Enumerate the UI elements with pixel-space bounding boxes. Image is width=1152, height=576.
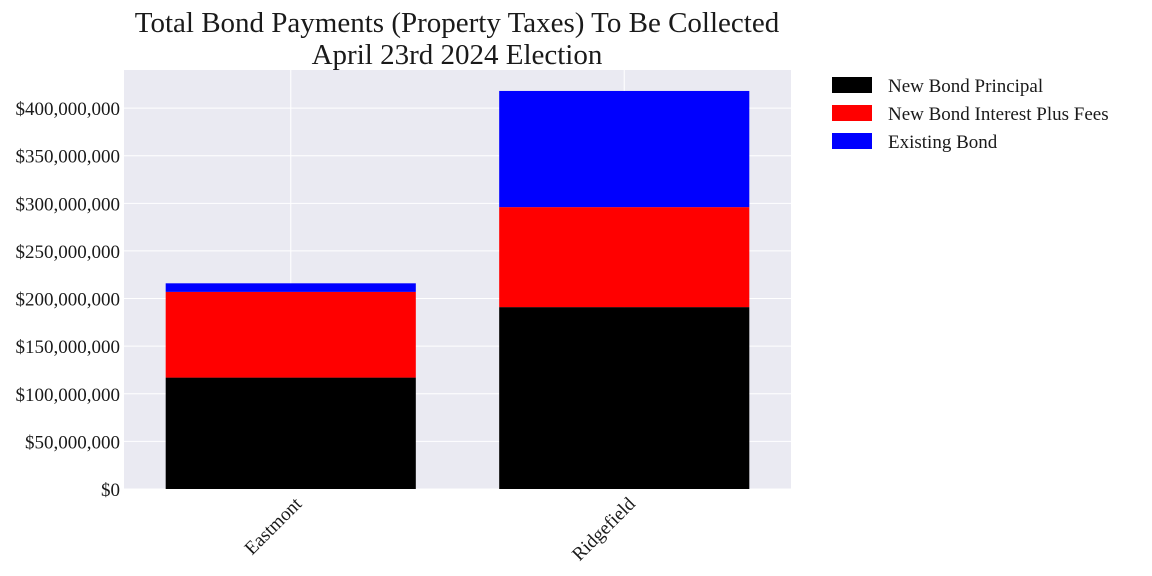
y-tick-label: $250,000,000 [16,242,121,263]
bars-group [165,90,750,489]
y-tick-label: $400,000,000 [16,99,121,120]
bar-ridgefield-series-1 [499,207,750,308]
legend-label: New Bond Principal [888,76,1043,97]
y-tick-label: $300,000,000 [16,194,121,215]
bar-ridgefield-series-0 [499,307,750,489]
x-tick-label: Ridgefield [568,493,640,565]
legend-label: Existing Bond [888,132,998,153]
y-tick-label: $100,000,000 [16,385,121,406]
legend-swatch [832,77,872,93]
bar-eastmont-series-2 [165,283,416,292]
y-tick-label: $0 [101,480,120,501]
x-tick-label: Eastmont [241,493,307,559]
bar-eastmont-series-0 [165,377,416,489]
bar-eastmont-series-1 [165,291,416,378]
y-tick-label: $350,000,000 [16,147,121,168]
chart-title-line-2: April 23rd 2024 Election [312,39,603,71]
legend: New Bond Principal New Bond Interest Plus… [832,76,1109,153]
bar-ridgefield-series-2 [499,90,750,208]
x-axis-ticks: Eastmont Ridgefield [241,493,640,565]
y-axis-ticks: $0 $50,000,000 $100,000,000 $150,000,000 $20… [16,99,121,501]
y-tick-label: $150,000,000 [16,337,121,358]
legend-label: New Bond Interest Plus Fees [888,104,1109,125]
legend-swatch [832,105,872,121]
y-tick-label: $50,000,000 [25,432,120,453]
chart-title-line-1: Total Bond Payments (Property Taxes) To … [135,7,780,39]
y-tick-label: $200,000,000 [16,290,121,311]
legend-swatch [832,133,872,149]
